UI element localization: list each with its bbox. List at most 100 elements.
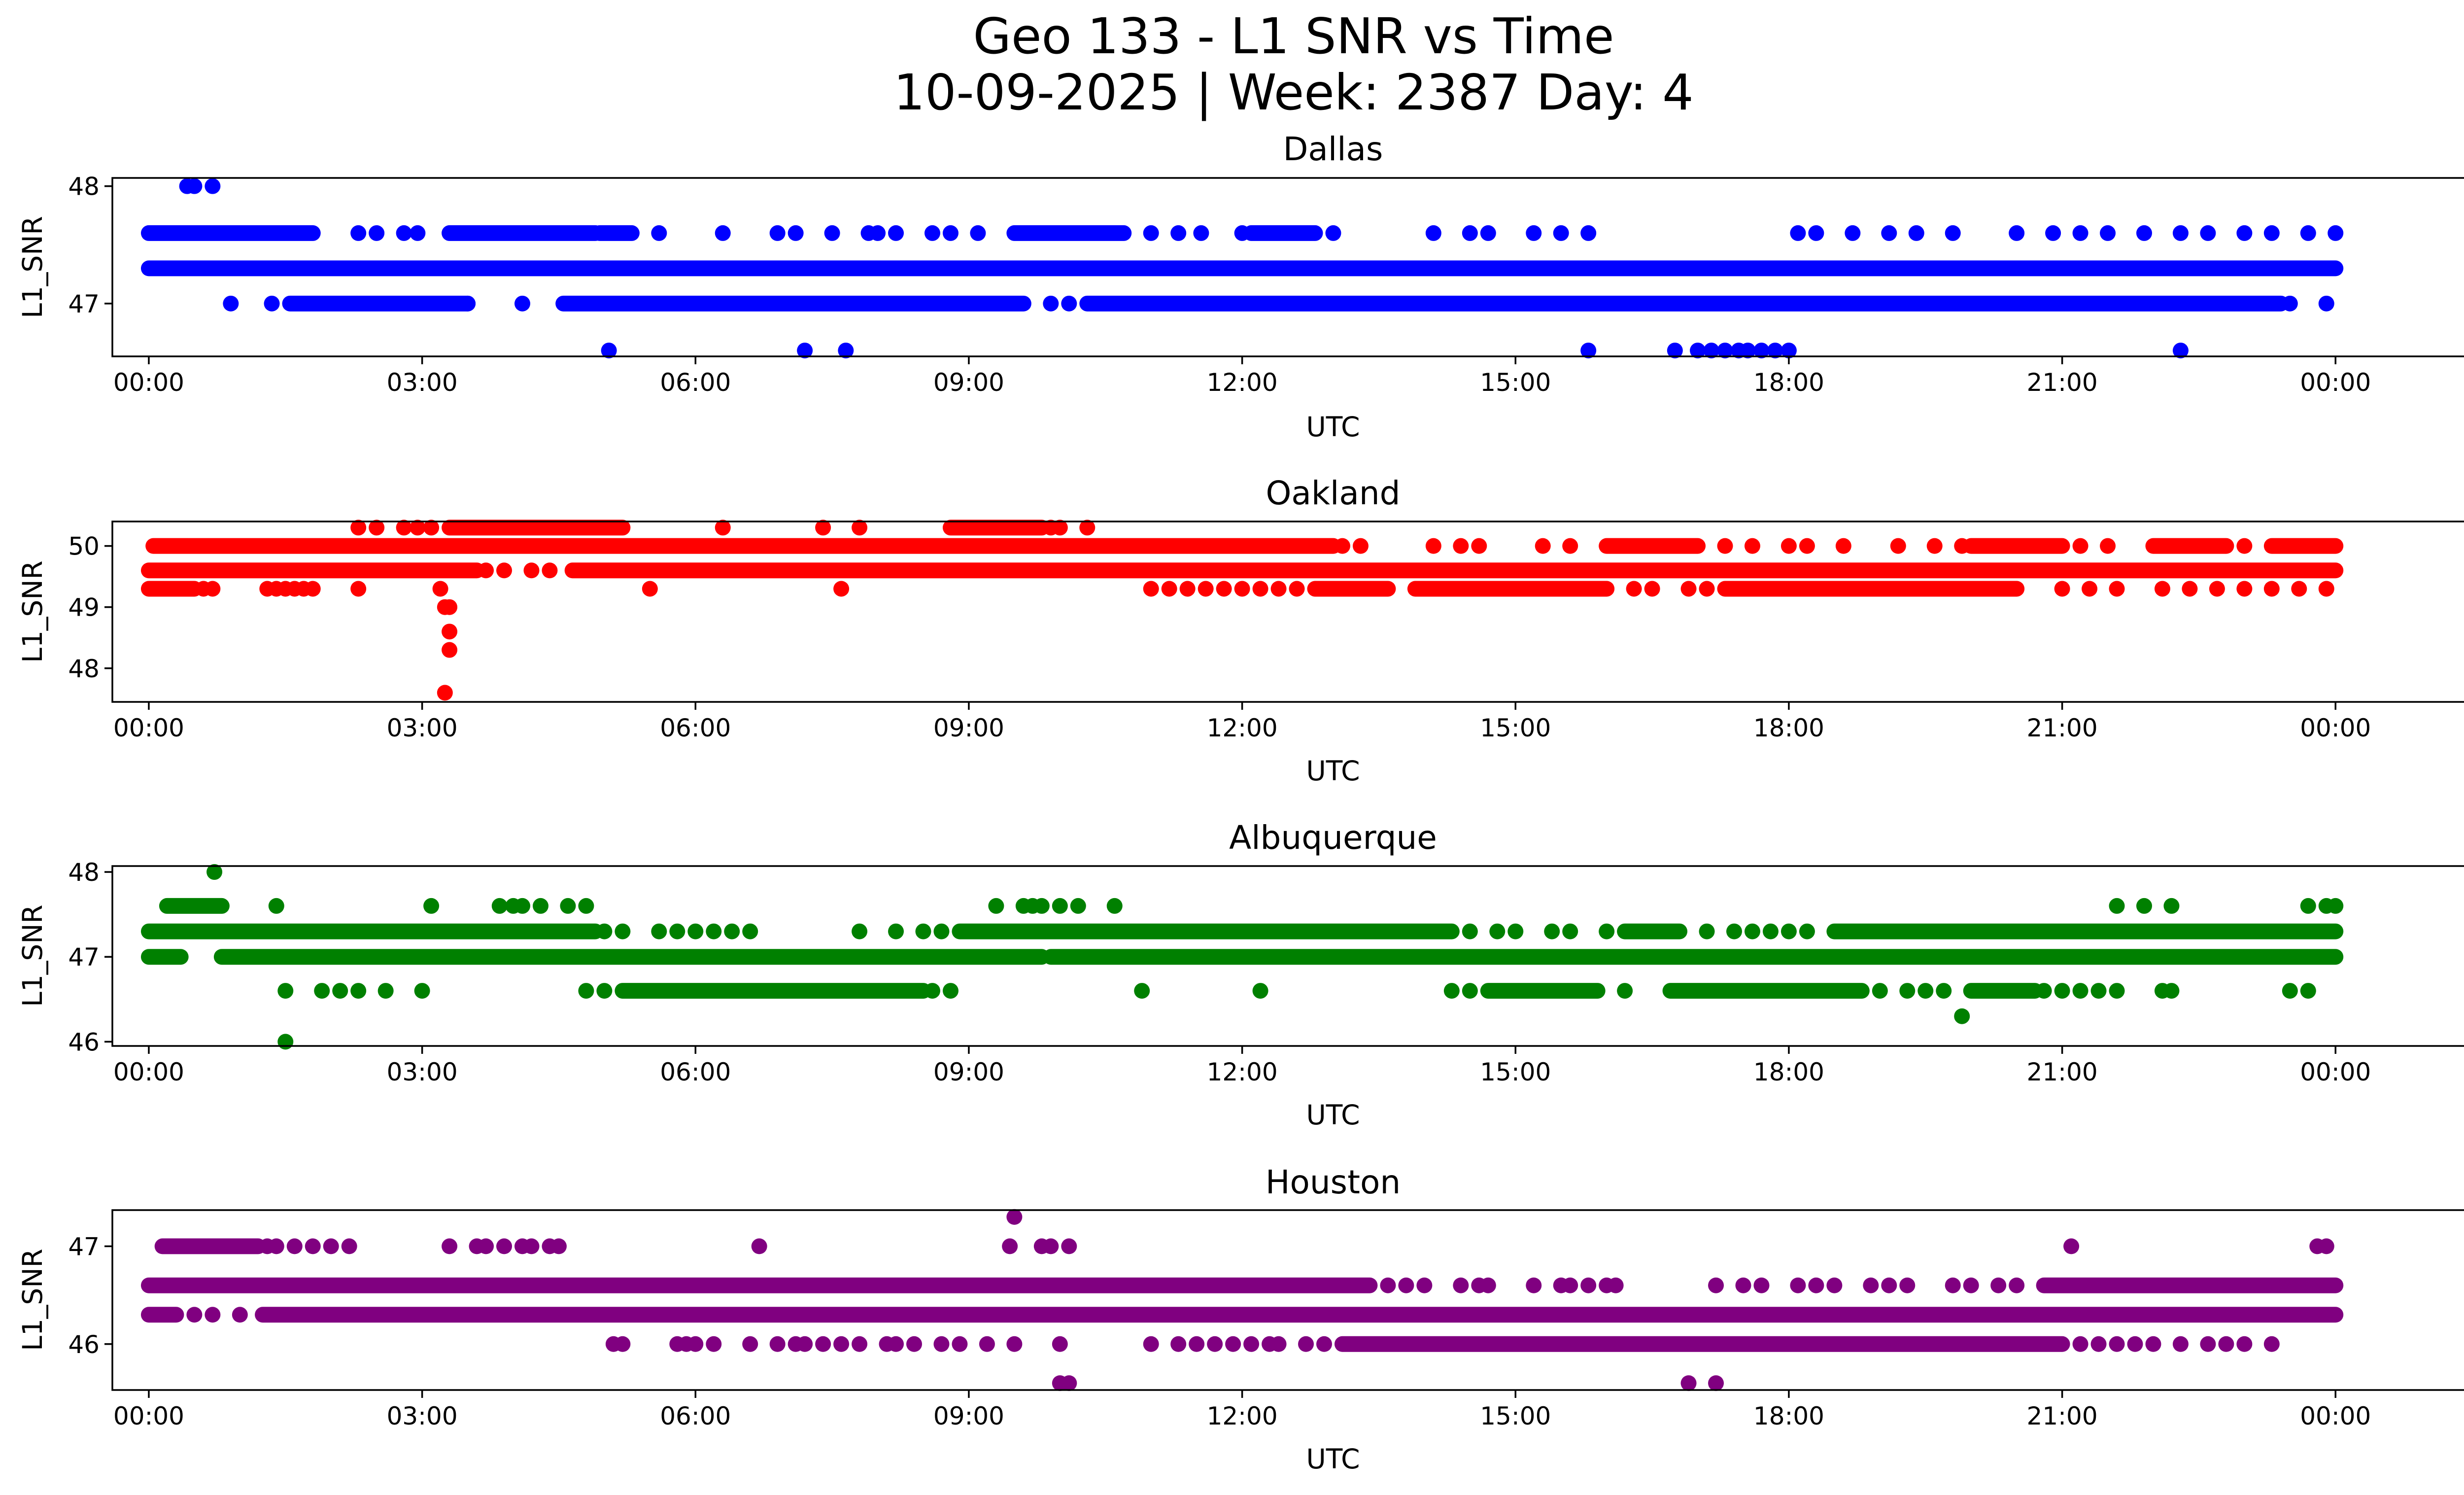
point-run-houston-0-0 [140,1277,1378,1293]
data-point-houston-1-18 [1061,1238,1077,1254]
data-point-houston-1-6 [442,1238,458,1254]
point-run-albuquerque-2-1 [1480,983,1606,999]
point-run-albuquerque-2-0 [615,983,931,999]
data-point-oakland-1-6 [1562,538,1578,554]
data-point-albuquerque-2-10 [915,923,931,939]
data-point-oakland-3-27 [2109,581,2125,597]
point-run-oakland-1-4 [2263,538,2344,554]
ytick-label-albuquerque-1: 47 [68,943,100,972]
point-run-dallas-2-2 [1079,295,2289,312]
data-point-houston-4-37 [2200,1336,2216,1352]
data-point-houston-4-6 [742,1336,758,1352]
ytick-label-oakland-2: 50 [68,532,100,561]
data-point-houston-2-21 [1945,1277,1961,1293]
point-run-oakland-0-0 [140,562,485,579]
data-point-dallas-1-27 [1808,225,1824,241]
data-point-houston-1-15 [1002,1238,1018,1254]
data-point-albuquerque-4-0 [1954,1008,1970,1024]
data-point-dallas-1-30 [1908,225,1924,241]
xtick-label-dallas-3: 09:00 [933,368,1004,397]
data-point-oakland-2-1 [496,562,513,579]
data-point-oakland-3-23 [1680,581,1697,597]
data-point-dallas-3-9 [1740,343,1756,359]
point-run-oakland-2-3 [1717,581,2025,597]
data-point-oakland-0-5 [715,520,731,536]
data-point-albuquerque-2-2 [651,923,667,939]
xtick-label-albuquerque-3: 09:00 [933,1058,1004,1086]
data-point-oakland-3-16 [1216,581,1232,597]
data-point-albuquerque-0-0 [206,864,223,880]
data-point-oakland-0-1 [369,520,385,536]
data-point-dallas-3-1 [797,343,813,359]
point-run-albuquerque-3-0 [159,898,230,914]
data-point-albuquerque-2-16 [1562,923,1578,939]
data-point-albuquerque-3-8 [924,983,940,999]
xtick-label-albuquerque-0: 00:00 [113,1058,184,1086]
data-point-albuquerque-3-21 [2072,983,2088,999]
data-point-oakland-3-20 [1289,581,1305,597]
data-point-houston-4-21 [1143,1336,1159,1352]
data-point-houston-5-1 [1061,1375,1077,1391]
data-point-oakland-1-14 [1954,538,1970,554]
data-point-dallas-1-8 [824,225,840,241]
ytick-label-dallas-0: 47 [68,290,100,318]
data-point-dallas-2-4 [1043,295,1059,312]
data-point-houston-4-38 [2218,1336,2234,1352]
data-point-albuquerque-1-20 [2327,898,2344,914]
axes-frame-houston [111,1209,2464,1391]
data-point-houston-4-11 [833,1336,850,1352]
data-point-houston-4-33 [2109,1336,2125,1352]
point-run-dallas-2-1 [555,295,1031,312]
point-run-oakland-3-1 [942,520,1050,536]
data-point-albuquerque-3-20 [2054,983,2070,999]
xtick-label-albuquerque-8: 00:00 [2300,1058,2371,1086]
data-point-houston-5-2 [1680,1375,1697,1391]
data-point-houston-4-34 [2127,1336,2143,1352]
data-point-albuquerque-3-22 [2090,983,2107,999]
data-point-albuquerque-3-15 [1872,983,1888,999]
xlabel-dallas: UTC [1306,411,1360,443]
data-point-houston-4-20 [1052,1336,1068,1352]
data-point-oakland-3-26 [2082,581,2098,597]
data-point-houston-1-9 [496,1238,513,1254]
data-point-houston-2-15 [1790,1277,1806,1293]
data-point-dallas-1-7 [787,225,804,241]
data-point-dallas-3-12 [1780,343,1797,359]
point-run-dallas-2-0 [282,295,476,312]
data-point-houston-2-20 [1899,1277,1916,1293]
data-point-oakland-1-0 [1334,538,1350,554]
data-point-houston-2-14 [1753,1277,1770,1293]
marks-oakland [140,520,2344,701]
data-point-houston-4-28 [1270,1336,1287,1352]
data-point-oakland-1-1 [1352,538,1369,554]
xtick-label-dallas-5: 15:00 [1480,368,1551,397]
ytick-label-houston-0: 46 [68,1330,100,1359]
data-point-dallas-3-2 [838,343,854,359]
data-point-houston-2-19 [1881,1277,1897,1293]
data-point-dallas-1-31 [1945,225,1961,241]
data-point-albuquerque-3-16 [1899,983,1916,999]
xlabel-albuquerque: UTC [1306,1099,1360,1131]
xtick-label-dallas-0: 00:00 [113,368,184,397]
data-point-albuquerque-2-8 [852,923,868,939]
data-point-albuquerque-3-6 [578,983,594,999]
data-point-oakland-1-13 [1926,538,1943,554]
data-point-albuquerque-2-23 [1799,923,1815,939]
data-point-oakland-7-0 [437,685,453,701]
data-point-houston-2-1 [1398,1277,1414,1293]
point-run-albuquerque-0-1 [213,949,1050,965]
data-point-oakland-3-8 [350,581,367,597]
data-point-houston-2-24 [2009,1277,2025,1293]
xtick-label-houston-8: 00:00 [2300,1402,2371,1430]
data-point-dallas-2-7 [2318,295,2334,312]
data-point-houston-4-10 [815,1336,831,1352]
data-point-oakland-0-0 [350,520,367,536]
data-point-houston-2-17 [1826,1277,1843,1293]
data-point-dallas-1-21 [1462,225,1478,241]
data-point-oakland-1-10 [1799,538,1815,554]
xtick-label-albuquerque-5: 15:00 [1480,1058,1551,1086]
data-point-houston-1-17 [1043,1238,1059,1254]
data-point-oakland-1-16 [2100,538,2116,554]
data-point-albuquerque-3-23 [2109,983,2125,999]
